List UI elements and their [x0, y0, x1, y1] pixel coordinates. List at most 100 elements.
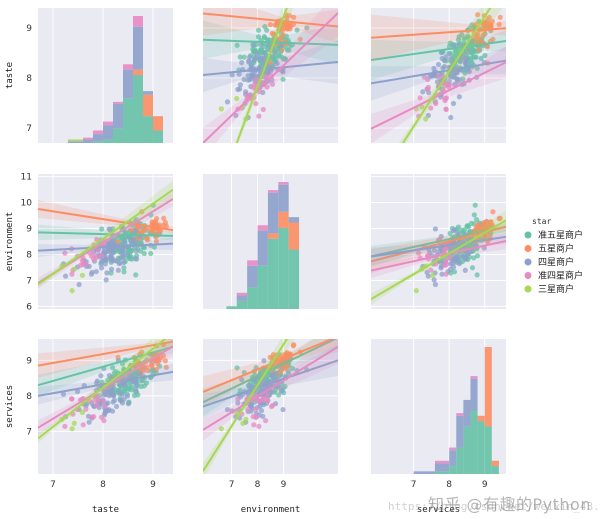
- panel-plot-area: [38, 339, 173, 474]
- scatter-point-准四星商户: [68, 396, 75, 402]
- scatter-point-三星商户: [69, 426, 75, 432]
- hist-bar-准四星商户: [267, 190, 279, 193]
- scatter-point-四星商户: [435, 61, 442, 68]
- hist-bar-四星商户: [456, 415, 464, 448]
- scatter-point-四星商户: [239, 377, 245, 383]
- scatter-point-三星商户: [423, 116, 429, 122]
- regression-band-五星商户: [203, 339, 338, 408]
- scatter-point-四星商户: [128, 372, 134, 378]
- scatter-point-准四星商户: [95, 397, 101, 403]
- scatter-point-四星商户: [237, 82, 244, 88]
- panel-plot-area: [203, 8, 338, 143]
- scatter-point-五星商户: [284, 14, 290, 21]
- scatter-point-准四星商户: [94, 402, 100, 409]
- scatter-point-准五星商户: [121, 265, 127, 271]
- scatter-point-四星商户: [450, 100, 457, 107]
- regression-band-准四星商户: [203, 339, 338, 441]
- panel-services-vs-environment: [203, 339, 338, 474]
- scatter-point-五星商户: [274, 22, 280, 28]
- scatter-point-准五星商户: [261, 34, 267, 40]
- scatter-point-五星商户: [476, 46, 482, 53]
- hist-bar-准五星商户: [278, 227, 289, 309]
- scatter-point-准四星商户: [260, 106, 266, 113]
- scatter-point-准四星商户: [80, 261, 86, 268]
- scatter-point-准五星商户: [461, 37, 467, 43]
- scatter-point-准四星商户: [253, 406, 259, 412]
- scatter-point-五星商户: [270, 31, 276, 38]
- scatter-point-准五星商户: [151, 244, 157, 250]
- scatter-point-五星商户: [490, 36, 496, 42]
- legend-marker-准五星商户: [524, 231, 532, 239]
- regression-line-准四星商户: [203, 345, 338, 431]
- ytick-label: 7: [26, 124, 32, 134]
- scatter-point-准四星商户: [256, 113, 262, 119]
- scatter-point-准五星商户: [108, 270, 114, 276]
- hist-bar-准五星商户: [288, 249, 300, 309]
- panel-plot-area: [226, 174, 300, 309]
- regression-band-三星商户: [371, 210, 506, 305]
- hist-bar-四星商户: [236, 295, 248, 301]
- ytick-label: 8: [26, 392, 32, 402]
- scatter-point-五星商户: [161, 215, 167, 221]
- scatter-point-准四星商户: [245, 406, 251, 412]
- hist-bar-准四星商户: [278, 182, 289, 185]
- panel-taste-vs-taste: [38, 8, 173, 143]
- hist-bar-准四星商户: [236, 292, 248, 296]
- scatter-point-准四星商户: [442, 246, 448, 252]
- hist-bar-准四星商户: [83, 137, 93, 140]
- hist-bar-准五星商户: [491, 466, 499, 474]
- ytick-label: 9: [26, 356, 32, 366]
- scatter-point-四星商户: [456, 261, 462, 267]
- scatter-point-四星商户: [106, 372, 112, 379]
- scatter-point-准四星商户: [83, 406, 89, 412]
- hist-bar-准四星商户: [133, 16, 143, 27]
- scatter-point-准四星商户: [88, 414, 95, 420]
- hist-bar-四星商户: [133, 26, 143, 70]
- scatter-point-准四星商户: [446, 81, 453, 88]
- scatter-point-准五星商户: [141, 245, 147, 251]
- scatter-point-准四星商户: [102, 403, 108, 410]
- scatter-point-四星商户: [133, 248, 139, 254]
- scatter-point-五星商户: [160, 222, 167, 228]
- scatter-point-四星商户: [111, 397, 118, 403]
- scatter-point-五星商户: [497, 14, 503, 20]
- scatter-point-准五星商户: [121, 269, 127, 275]
- panel-plot-area: [38, 174, 173, 309]
- scatter-point-四星商户: [253, 55, 259, 61]
- hist-bar-准五星商户: [434, 471, 450, 474]
- scatter-point-四星商户: [74, 388, 81, 395]
- scatter-point-四星商户: [442, 63, 448, 70]
- scatter-point-四星商户: [108, 266, 115, 272]
- scatter-point-四星商户: [452, 255, 459, 261]
- scatter-point-准四星商户: [269, 81, 276, 87]
- xtick-label: 7: [411, 480, 417, 490]
- regression-line-准五星商户: [38, 345, 173, 387]
- scatter-point-四星商户: [245, 383, 251, 389]
- regression-line-四星商户: [203, 61, 338, 76]
- scatter-point-四星商户: [86, 419, 92, 425]
- hist-bar-准五星商户: [103, 139, 113, 143]
- scatter-point-五星商户: [139, 349, 145, 355]
- scatter-point-四星商户: [431, 247, 437, 254]
- scatter-point-四星商户: [432, 226, 439, 232]
- scatter-point-四星商户: [106, 226, 112, 232]
- scatter-point-准四星商户: [260, 397, 266, 403]
- scatter-point-四星商户: [456, 94, 462, 100]
- scatter-point-四星商户: [249, 73, 256, 79]
- legend-title: star: [532, 217, 551, 226]
- regression-line-四星商户: [203, 359, 338, 408]
- scatter-point-准四星商户: [416, 250, 422, 256]
- legend-label-三星商户: 三星商户: [538, 283, 574, 295]
- scatter-point-四星商户: [101, 392, 107, 398]
- scatter-point-五星商户: [476, 227, 482, 233]
- panel-services-vs-taste: [38, 339, 173, 474]
- scatter-point-准五星商户: [280, 76, 286, 82]
- scatter-point-四星商户: [462, 50, 469, 56]
- xtick-label: 9: [281, 480, 287, 490]
- ytick-label: 9: [26, 225, 32, 235]
- hist-bar-四星商户: [68, 141, 83, 143]
- scatter-point-五星商户: [153, 366, 159, 373]
- hist-bar-四星商户: [103, 125, 113, 140]
- scatter-point-四星商户: [137, 370, 143, 377]
- scatter-point-准五星商户: [234, 42, 240, 48]
